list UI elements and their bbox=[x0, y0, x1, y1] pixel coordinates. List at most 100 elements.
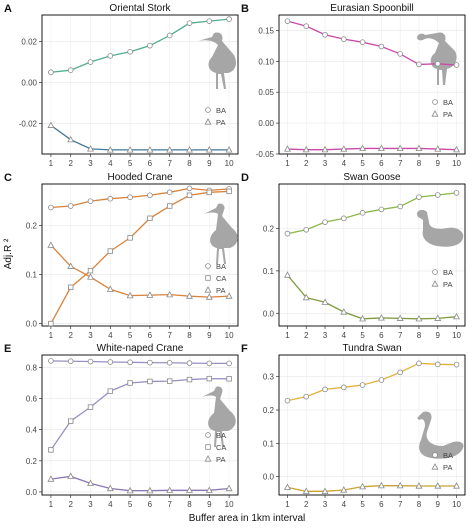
data-point bbox=[284, 397, 291, 404]
series-ba bbox=[284, 190, 460, 237]
data-point bbox=[206, 189, 212, 196]
data-point bbox=[166, 378, 173, 384]
data-point bbox=[166, 189, 173, 196]
data-point bbox=[225, 292, 233, 299]
series-line-ca bbox=[50, 377, 230, 451]
series-line-pa bbox=[287, 147, 457, 151]
data-point bbox=[107, 195, 114, 202]
x-tick-label: 4 bbox=[342, 159, 347, 168]
x-tick-label: 4 bbox=[108, 159, 113, 168]
x-tick-label: 8 bbox=[417, 331, 422, 340]
series-pa bbox=[47, 241, 233, 300]
y-tick-label: 0.2 bbox=[26, 222, 38, 231]
legend: BA PA bbox=[204, 106, 226, 127]
x-tick-label: 2 bbox=[304, 159, 309, 168]
panel-label: B bbox=[241, 3, 249, 15]
series-line-ba bbox=[287, 192, 457, 235]
series-line-ba bbox=[50, 18, 230, 73]
data-point bbox=[434, 361, 441, 368]
data-point bbox=[67, 67, 74, 73]
data-point bbox=[126, 146, 134, 153]
data-point bbox=[186, 292, 193, 299]
y-tick-label: 0.02 bbox=[21, 38, 37, 47]
data-point bbox=[147, 378, 153, 385]
x-tick-label: 6 bbox=[379, 331, 384, 340]
data-point bbox=[206, 18, 213, 24]
data-point bbox=[453, 361, 460, 368]
y-tick-label: 0.15 bbox=[258, 26, 274, 35]
y-tick-label: 0.2 bbox=[263, 406, 275, 415]
data-point bbox=[396, 314, 404, 321]
data-point bbox=[87, 358, 94, 365]
x-tick-label: 7 bbox=[398, 331, 403, 340]
legend-marker-triangle bbox=[204, 455, 212, 462]
panel-border bbox=[278, 354, 466, 496]
x-tick-label: 10 bbox=[225, 500, 234, 509]
y-tick-label: 0.4 bbox=[26, 426, 38, 435]
x-tick-label: 1 bbox=[49, 331, 54, 340]
data-point bbox=[107, 388, 114, 394]
y-tick-label: 0.1 bbox=[263, 439, 275, 448]
x-tick-label: 7 bbox=[167, 159, 172, 168]
data-point bbox=[48, 204, 54, 211]
data-point bbox=[166, 32, 173, 39]
x-tick-label: 9 bbox=[436, 331, 441, 340]
data-point bbox=[397, 369, 403, 376]
x-tick-label: 7 bbox=[167, 331, 172, 340]
y-tick-label: 0.3 bbox=[263, 373, 275, 382]
series-line-pa bbox=[50, 244, 230, 298]
x-tick-label: 5 bbox=[360, 159, 365, 168]
data-point bbox=[87, 273, 94, 280]
data-point bbox=[322, 219, 328, 225]
series-pa bbox=[283, 481, 461, 494]
data-point bbox=[359, 482, 367, 490]
legend-label: CA bbox=[216, 443, 226, 452]
grid bbox=[279, 184, 465, 326]
legend-marker-circle bbox=[432, 269, 438, 275]
legend-marker-triangle bbox=[431, 110, 439, 117]
x-tick-label: 5 bbox=[360, 500, 365, 509]
y-tick-label: 0.1 bbox=[263, 267, 275, 276]
x-tick-label: 8 bbox=[187, 331, 192, 340]
series-ba bbox=[48, 358, 232, 367]
series-line-pa bbox=[50, 124, 230, 151]
panel-label: C bbox=[4, 172, 12, 184]
data-point bbox=[378, 377, 385, 383]
data-point bbox=[186, 146, 193, 153]
x-tick-label: 9 bbox=[436, 159, 441, 168]
panel-title: Oriental Stork bbox=[109, 3, 171, 14]
data-point bbox=[107, 248, 114, 254]
x-tick-label: 8 bbox=[187, 500, 192, 509]
x-tick-label: 4 bbox=[342, 500, 347, 509]
legend-label: PA bbox=[216, 118, 225, 127]
panel-label: F bbox=[241, 343, 248, 355]
x-tick-label: 5 bbox=[128, 159, 133, 168]
x-tick-label: 3 bbox=[323, 500, 328, 509]
data-point bbox=[206, 360, 213, 367]
panel-a: A Oriental Stork -0.02 0.00 0.02 1 2 3 4 5 6 7 8 9 10 B… bbox=[4, 3, 239, 168]
data-point bbox=[397, 203, 403, 210]
data-point bbox=[127, 48, 133, 55]
legend-marker-circle bbox=[205, 107, 211, 113]
data-point bbox=[48, 69, 54, 76]
legend-marker-circle bbox=[205, 432, 211, 438]
data-point bbox=[186, 376, 193, 383]
data-point bbox=[284, 18, 291, 24]
series-pa bbox=[47, 121, 233, 153]
data-point bbox=[186, 486, 193, 493]
grid bbox=[279, 15, 465, 155]
x-tick-label: 6 bbox=[379, 159, 384, 168]
data-point bbox=[340, 145, 348, 152]
data-point bbox=[107, 53, 114, 59]
data-point bbox=[127, 235, 133, 241]
panel-title: Tundra Swan bbox=[342, 343, 401, 354]
data-point bbox=[205, 293, 213, 300]
legend: BA PA bbox=[431, 98, 453, 119]
data-point bbox=[106, 285, 114, 292]
x-tick-label: 10 bbox=[452, 331, 461, 340]
series-line-ca bbox=[50, 190, 230, 324]
x-tick-label: 6 bbox=[148, 500, 153, 509]
legend-marker-square bbox=[205, 444, 211, 450]
x-tick-label: 9 bbox=[207, 159, 212, 168]
panel-title: Eurasian Spoonbill bbox=[330, 3, 413, 14]
